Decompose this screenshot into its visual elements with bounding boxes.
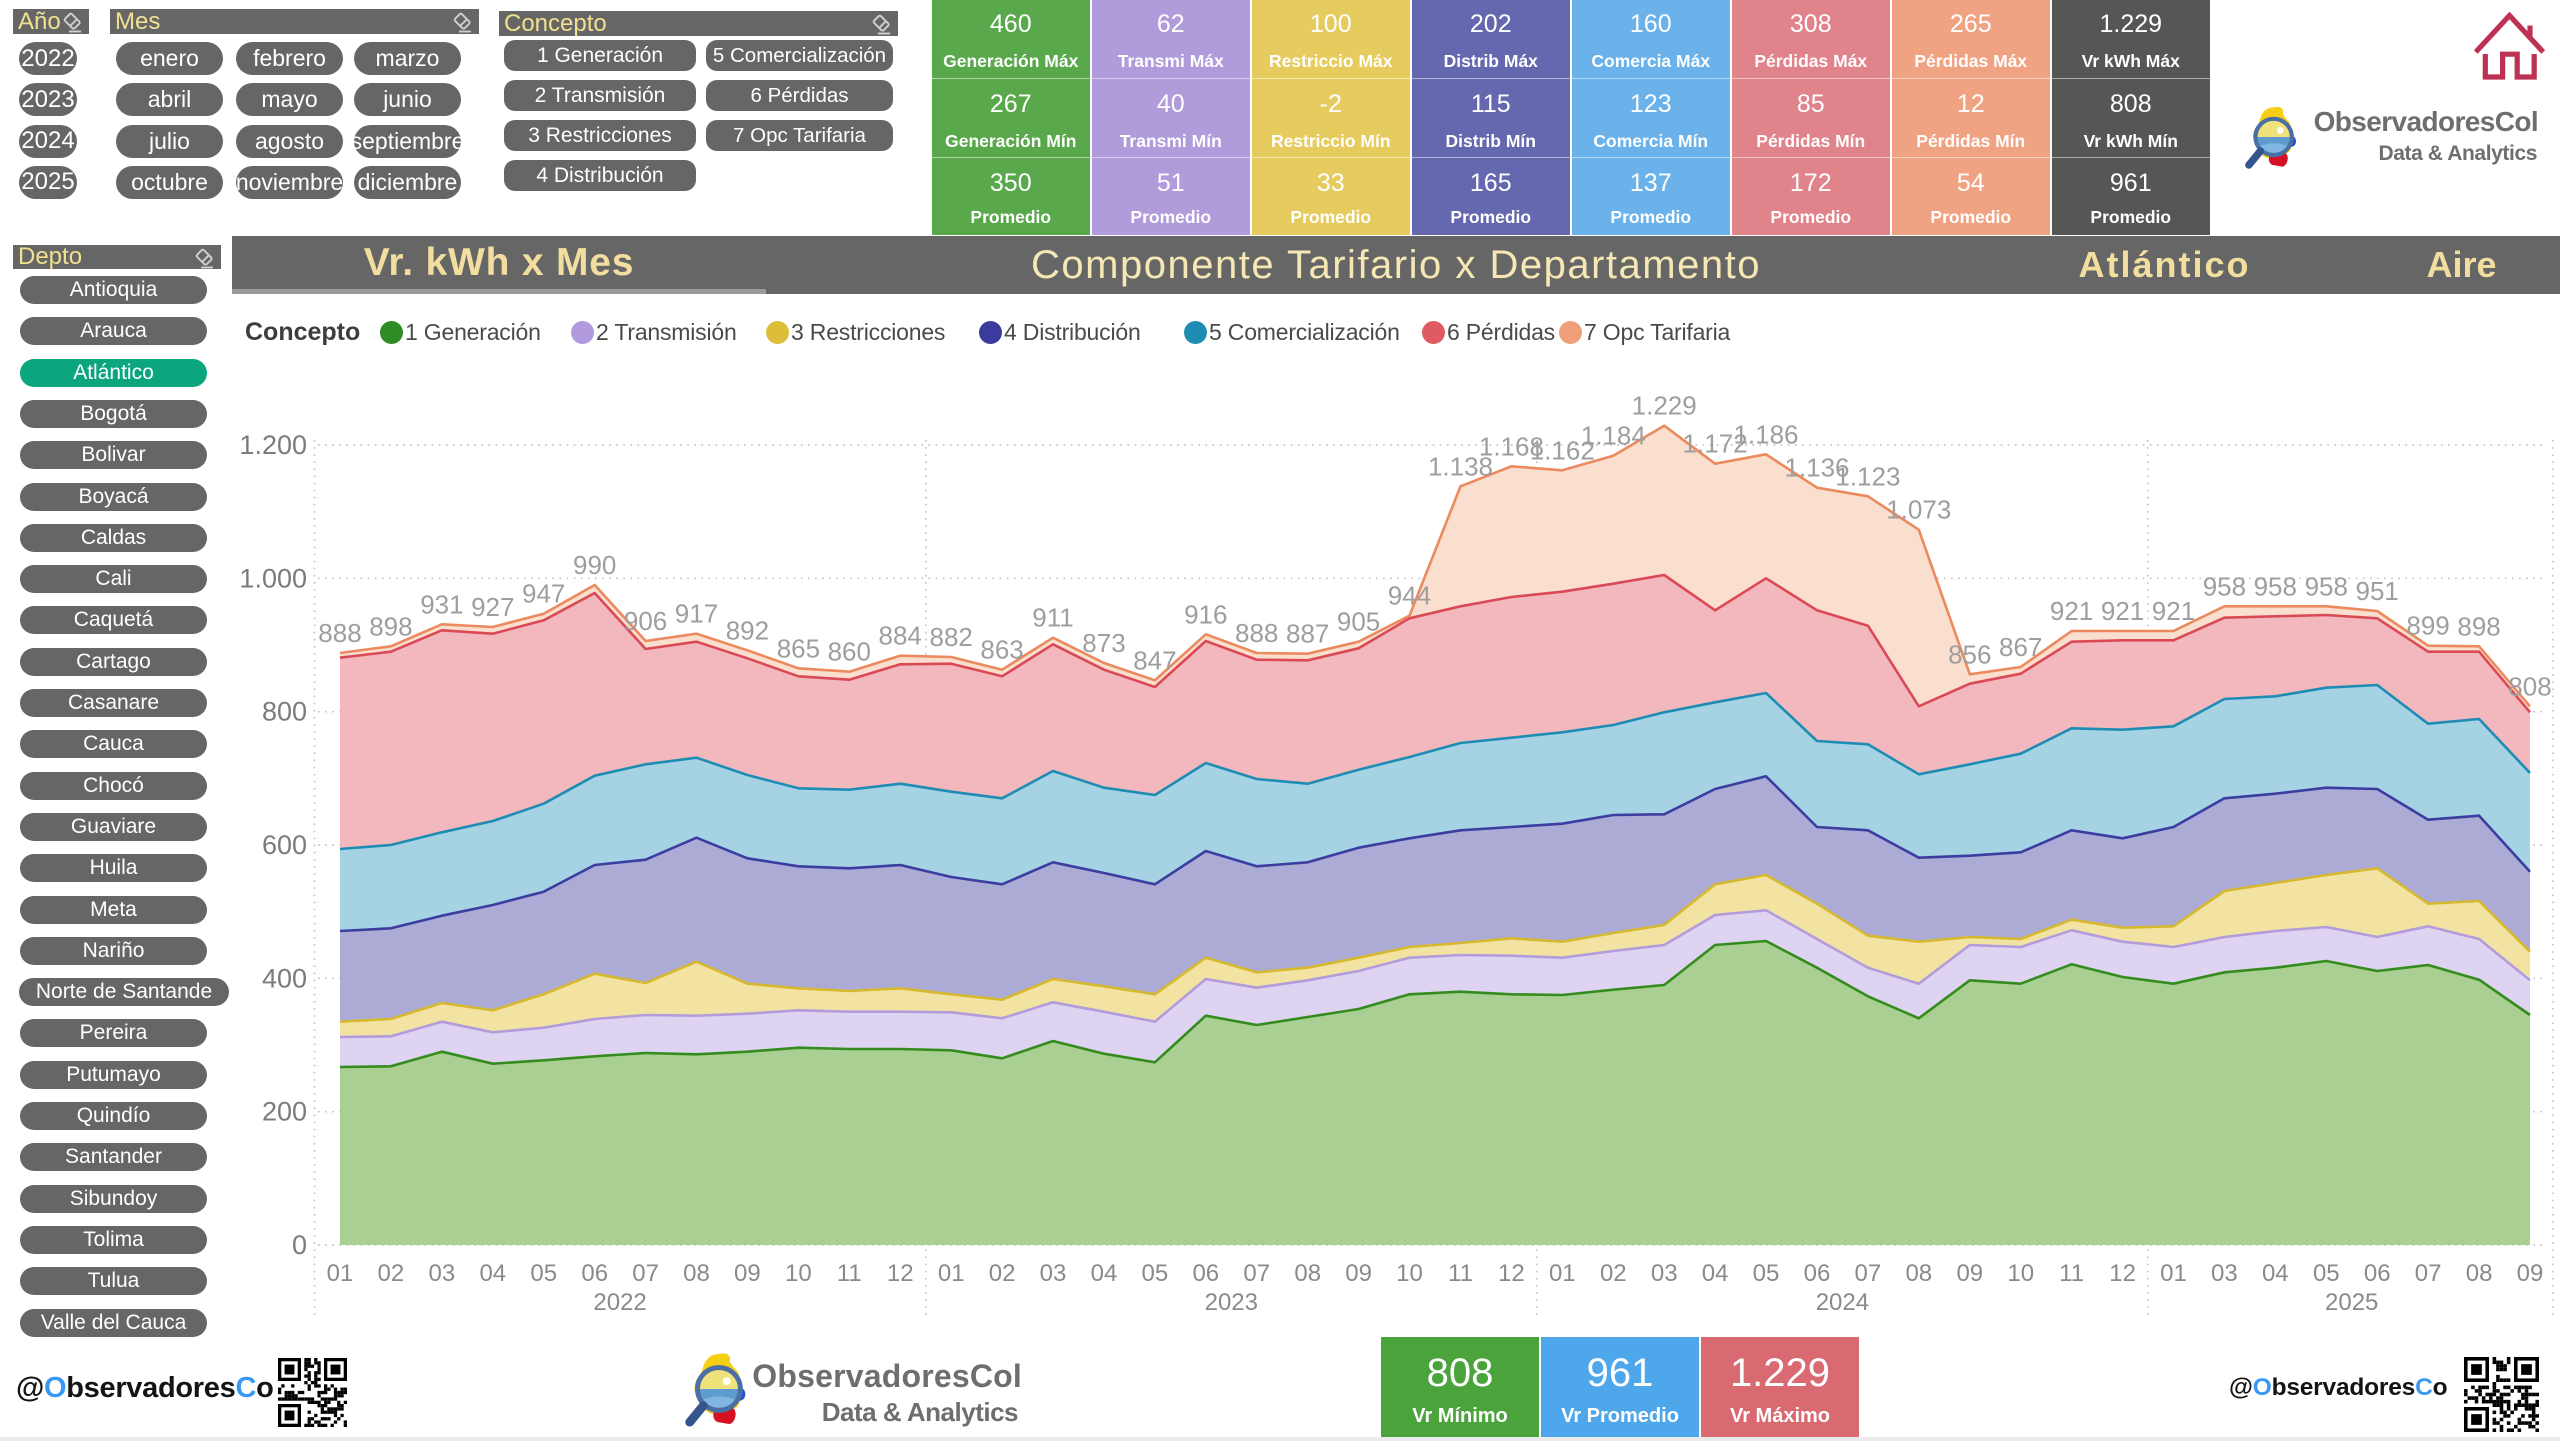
svg-text:0: 0 xyxy=(292,1230,307,1260)
svg-text:888: 888 xyxy=(318,618,361,648)
svg-text:892: 892 xyxy=(726,615,769,645)
svg-text:1.136: 1.136 xyxy=(1784,453,1849,483)
svg-text:905: 905 xyxy=(1337,607,1380,637)
svg-text:2023: 2023 xyxy=(1205,1289,1258,1316)
svg-text:10: 10 xyxy=(2007,1260,2034,1287)
svg-text:04: 04 xyxy=(1091,1260,1118,1287)
svg-text:08: 08 xyxy=(1294,1260,1321,1287)
svg-text:1.138: 1.138 xyxy=(1428,451,1493,481)
svg-text:05: 05 xyxy=(2313,1260,2340,1287)
svg-text:08: 08 xyxy=(2466,1260,2493,1287)
svg-text:02: 02 xyxy=(989,1260,1016,1287)
svg-text:07: 07 xyxy=(1855,1260,1882,1287)
svg-text:02: 02 xyxy=(378,1260,405,1287)
svg-text:11: 11 xyxy=(1448,1260,1473,1287)
svg-text:1.168: 1.168 xyxy=(1479,431,1544,461)
svg-text:01: 01 xyxy=(1549,1260,1576,1287)
svg-text:931: 931 xyxy=(420,589,463,619)
svg-text:808: 808 xyxy=(2508,671,2551,701)
svg-text:1.172: 1.172 xyxy=(1683,429,1748,459)
svg-text:03: 03 xyxy=(1040,1260,1067,1287)
svg-text:863: 863 xyxy=(980,635,1023,665)
svg-text:1.073: 1.073 xyxy=(1886,495,1951,525)
svg-text:958: 958 xyxy=(2305,571,2348,601)
svg-text:917: 917 xyxy=(675,599,718,629)
svg-text:03: 03 xyxy=(2211,1260,2238,1287)
svg-text:06: 06 xyxy=(1192,1260,1219,1287)
svg-text:958: 958 xyxy=(2254,571,2297,601)
svg-text:882: 882 xyxy=(930,622,973,652)
svg-text:12: 12 xyxy=(1498,1260,1525,1287)
svg-text:03: 03 xyxy=(429,1260,456,1287)
svg-text:867: 867 xyxy=(1999,632,2042,662)
svg-text:03: 03 xyxy=(1651,1260,1678,1287)
svg-text:1.184: 1.184 xyxy=(1581,421,1646,451)
svg-text:947: 947 xyxy=(522,579,565,609)
svg-text:884: 884 xyxy=(879,621,922,651)
svg-text:06: 06 xyxy=(581,1260,608,1287)
svg-text:05: 05 xyxy=(530,1260,557,1287)
svg-text:916: 916 xyxy=(1184,599,1227,629)
svg-text:12: 12 xyxy=(887,1260,914,1287)
svg-text:911: 911 xyxy=(1032,603,1073,633)
svg-text:02: 02 xyxy=(1600,1260,1627,1287)
svg-text:200: 200 xyxy=(262,1097,307,1127)
svg-text:906: 906 xyxy=(624,606,667,636)
svg-text:04: 04 xyxy=(2262,1260,2289,1287)
svg-text:1.200: 1.200 xyxy=(239,430,307,460)
svg-text:04: 04 xyxy=(1702,1260,1729,1287)
svg-text:08: 08 xyxy=(683,1260,710,1287)
svg-text:856: 856 xyxy=(1948,639,1991,669)
svg-text:921: 921 xyxy=(2101,596,2144,626)
svg-text:09: 09 xyxy=(2517,1260,2544,1287)
svg-text:990: 990 xyxy=(573,550,616,580)
svg-text:898: 898 xyxy=(369,611,412,641)
svg-text:01: 01 xyxy=(2160,1260,2187,1287)
svg-text:888: 888 xyxy=(1235,618,1278,648)
svg-text:09: 09 xyxy=(1956,1260,1983,1287)
svg-text:958: 958 xyxy=(2203,571,2246,601)
svg-text:1.186: 1.186 xyxy=(1733,419,1798,449)
svg-text:06: 06 xyxy=(2364,1260,2391,1287)
svg-text:860: 860 xyxy=(828,637,871,667)
svg-text:07: 07 xyxy=(2415,1260,2442,1287)
svg-text:2025: 2025 xyxy=(2325,1289,2378,1316)
svg-text:12: 12 xyxy=(2109,1260,2136,1287)
svg-text:921: 921 xyxy=(2050,596,2093,626)
svg-text:944: 944 xyxy=(1388,581,1431,611)
svg-text:09: 09 xyxy=(734,1260,761,1287)
svg-text:08: 08 xyxy=(1905,1260,1932,1287)
svg-text:800: 800 xyxy=(262,697,307,727)
svg-text:07: 07 xyxy=(632,1260,659,1287)
svg-text:887: 887 xyxy=(1286,619,1329,649)
svg-text:899: 899 xyxy=(2406,611,2449,641)
svg-text:10: 10 xyxy=(785,1260,812,1287)
svg-text:600: 600 xyxy=(262,830,307,860)
svg-text:951: 951 xyxy=(2356,576,2399,606)
svg-text:2022: 2022 xyxy=(593,1289,646,1316)
svg-text:873: 873 xyxy=(1082,628,1125,658)
svg-text:927: 927 xyxy=(471,592,514,622)
svg-text:921: 921 xyxy=(2152,596,2195,626)
svg-text:05: 05 xyxy=(1753,1260,1780,1287)
svg-text:1.000: 1.000 xyxy=(239,563,307,593)
svg-text:11: 11 xyxy=(837,1260,862,1287)
svg-text:07: 07 xyxy=(1243,1260,1270,1287)
svg-text:11: 11 xyxy=(2059,1260,2084,1287)
svg-text:847: 847 xyxy=(1133,645,1176,675)
svg-text:10: 10 xyxy=(1396,1260,1423,1287)
svg-text:1.229: 1.229 xyxy=(1632,391,1697,421)
svg-text:1.123: 1.123 xyxy=(1835,461,1900,491)
svg-text:01: 01 xyxy=(938,1260,965,1287)
svg-text:06: 06 xyxy=(1804,1260,1831,1287)
svg-text:1.162: 1.162 xyxy=(1530,435,1595,465)
svg-text:2024: 2024 xyxy=(1816,1289,1869,1316)
svg-text:01: 01 xyxy=(327,1260,354,1287)
svg-text:04: 04 xyxy=(479,1260,506,1287)
svg-text:05: 05 xyxy=(1142,1260,1169,1287)
svg-text:400: 400 xyxy=(262,963,307,993)
svg-text:09: 09 xyxy=(1345,1260,1372,1287)
svg-text:865: 865 xyxy=(777,633,820,663)
svg-text:898: 898 xyxy=(2457,611,2500,641)
